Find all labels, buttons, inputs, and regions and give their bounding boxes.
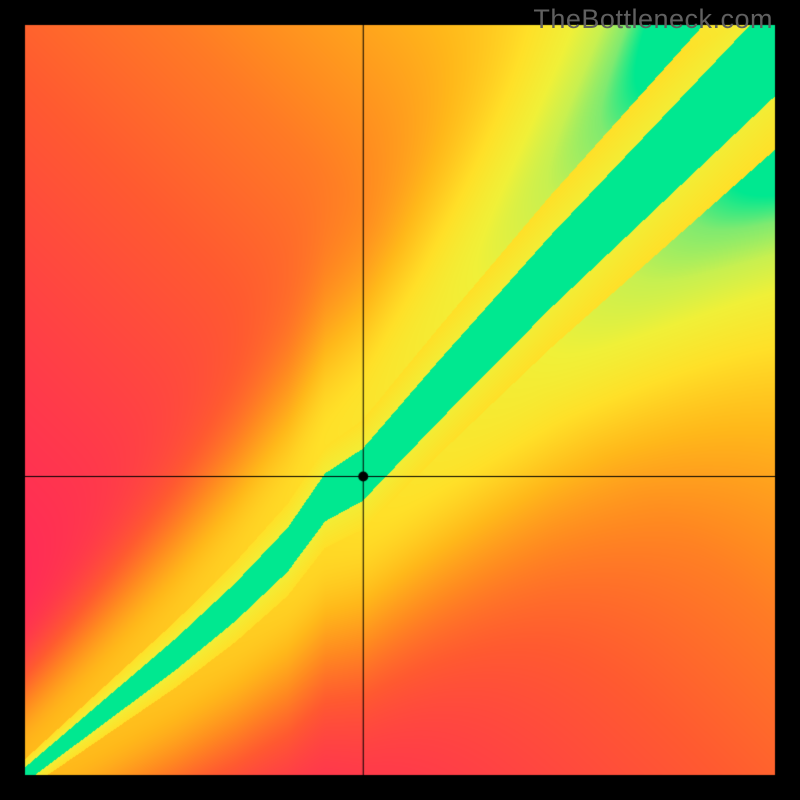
watermark-text: TheBottleneck.com	[533, 4, 773, 35]
chart-container: TheBottleneck.com	[0, 0, 800, 800]
heatmap-canvas	[0, 0, 800, 800]
